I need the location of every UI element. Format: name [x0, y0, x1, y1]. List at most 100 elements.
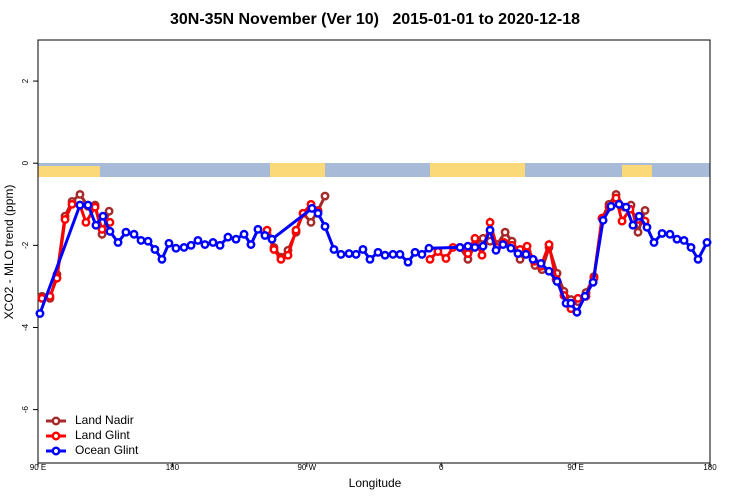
data-point: [313, 208, 323, 218]
legend-marker: [51, 446, 61, 456]
x-tick-label: 180: [166, 463, 180, 472]
data-point: [640, 205, 650, 215]
data-point: [388, 249, 398, 259]
chart-title: 30N-35N November (Ver 10) 2015-01-01 to …: [170, 11, 580, 28]
data-point: [291, 225, 301, 235]
x-tick-label: 90 E: [567, 463, 583, 472]
y-tick-label: -6: [21, 406, 30, 414]
data-point: [260, 231, 270, 240]
data-point: [200, 240, 210, 249]
data-point: [246, 240, 256, 249]
data-point: [113, 238, 123, 247]
data-point: [536, 258, 546, 268]
data-point: [358, 244, 368, 254]
data-point: [485, 225, 495, 235]
data-point: [403, 257, 413, 267]
data-point: [477, 250, 487, 260]
data-point: [614, 199, 624, 209]
x-tick-label: 180: [703, 463, 717, 472]
data-point: [552, 277, 562, 286]
data-point: [506, 243, 516, 253]
data-point: [223, 232, 233, 242]
data-point: [351, 249, 361, 259]
data-point: [186, 240, 196, 250]
data-point: [441, 254, 451, 263]
data-point: [649, 238, 659, 247]
y-axis-label: XCO2 - MLO trend (ppm): [2, 185, 16, 320]
y-tick-label: -2: [21, 241, 30, 249]
data-point: [81, 217, 91, 227]
data-point: [380, 250, 390, 260]
data-point: [521, 249, 531, 259]
data-point: [566, 298, 576, 308]
data-point: [344, 249, 354, 259]
data-point: [410, 247, 420, 257]
data-point: [544, 266, 554, 276]
series: [37, 189, 650, 307]
data-point: [463, 249, 473, 259]
series-line: [41, 191, 647, 304]
data-point: [470, 242, 480, 252]
data-point: [498, 240, 508, 249]
data-point: [253, 224, 263, 234]
data-point: [60, 215, 70, 224]
data-point: [657, 228, 667, 238]
data-point: [283, 250, 293, 260]
data-point: [90, 202, 100, 212]
data-point: [97, 224, 107, 234]
data-point: [104, 206, 114, 216]
data-point: [455, 242, 465, 252]
data-point: [150, 244, 160, 254]
data-point: [633, 227, 643, 237]
data-point: [470, 233, 480, 243]
data-point: [500, 227, 510, 237]
legend-label: Ocean Glint: [75, 443, 139, 457]
data-point: [336, 249, 346, 259]
data-point: [686, 242, 696, 252]
data-point: [320, 191, 330, 201]
data-point: [478, 241, 488, 251]
data-point: [129, 229, 139, 239]
data-point: [121, 227, 131, 237]
data-point: [35, 309, 45, 318]
data-point: [606, 201, 616, 211]
y-tick-label: -4: [21, 323, 30, 331]
data-point: [208, 238, 218, 247]
series: [35, 199, 712, 318]
data-point: [424, 243, 434, 253]
data-point: [164, 238, 174, 248]
data-point: [98, 211, 108, 221]
data-point: [598, 215, 608, 225]
y-tick-label: 2: [21, 78, 30, 83]
data-point: [572, 307, 582, 317]
data-point: [693, 254, 703, 264]
plot-frame: [37, 39, 711, 464]
data-point: [91, 220, 101, 230]
surface-strip: [38, 163, 710, 177]
data-point: [573, 293, 583, 303]
data-point: [395, 249, 405, 259]
data-point: [239, 229, 249, 239]
data-point: [83, 200, 93, 210]
data-point: [215, 240, 225, 250]
legend-label: Land Nadir: [75, 413, 134, 427]
data-point: [306, 217, 316, 227]
x-axis-label: Longitude: [349, 476, 402, 490]
data-point: [373, 247, 383, 257]
legend-marker: [51, 416, 61, 426]
data-point: [276, 254, 286, 264]
data-point: [642, 222, 652, 232]
legend-marker: [51, 431, 61, 441]
data-point: [136, 235, 146, 245]
y-tick-label: 0: [21, 160, 30, 165]
data-point: [365, 254, 375, 264]
data-point: [75, 189, 85, 199]
data-point: [179, 242, 189, 252]
data-point: [307, 203, 317, 213]
data-point: [267, 234, 277, 244]
data-point: [672, 234, 682, 244]
x-tick-label: 0: [439, 463, 444, 472]
data-point: [679, 235, 689, 245]
data-point: [588, 277, 598, 287]
data-point: [320, 221, 330, 231]
